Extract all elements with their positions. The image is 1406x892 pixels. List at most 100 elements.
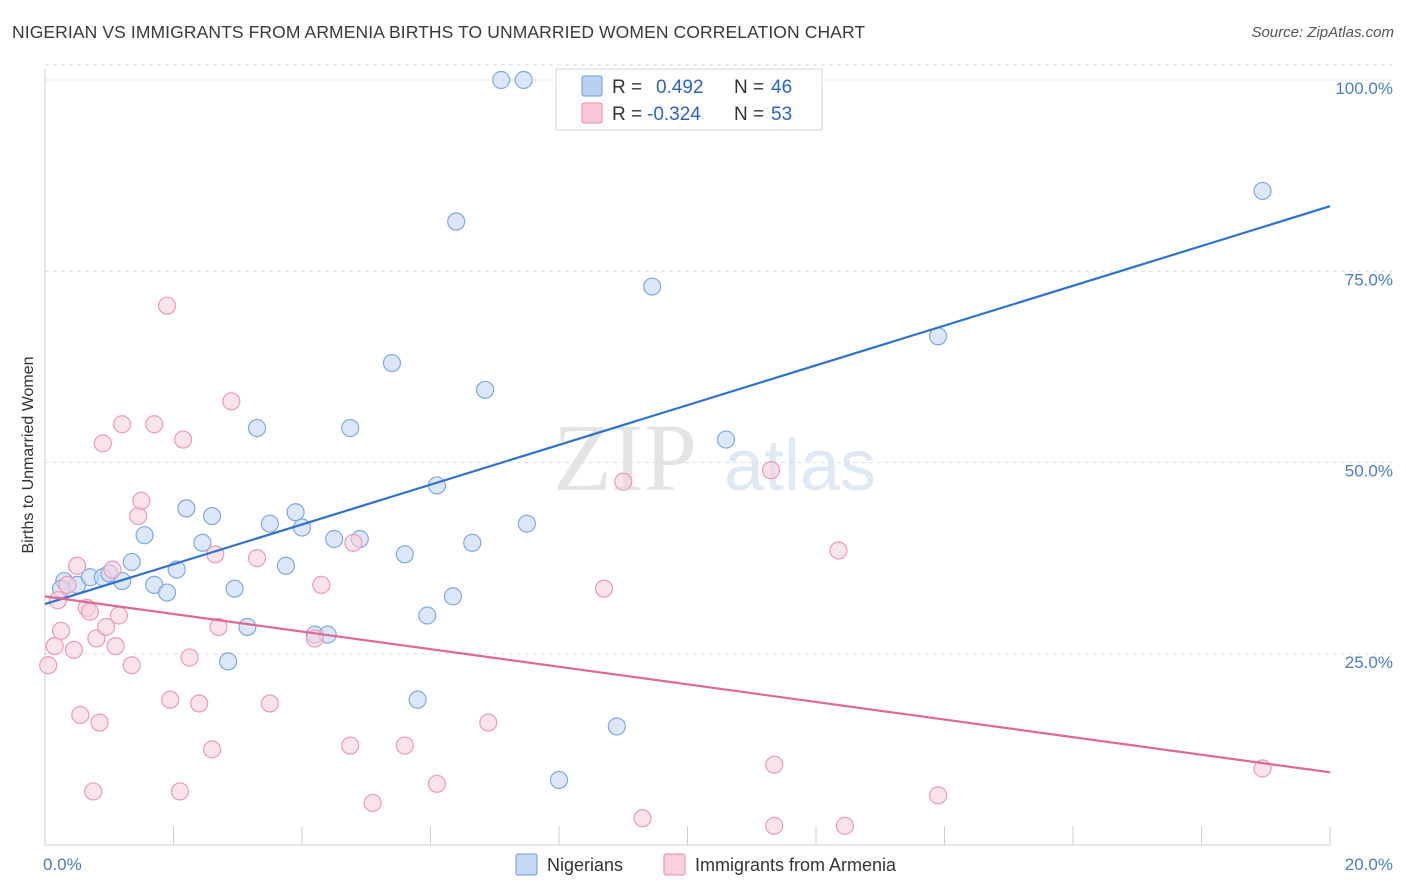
stats-swatch-armenia: [581, 102, 603, 124]
point-s1-17: [109, 606, 128, 625]
y-tick-label-2: 75.0%: [1345, 270, 1393, 289]
point-s1-24: [161, 690, 180, 709]
point-s1-51: [928, 786, 948, 805]
source-label: Source: ZipAtlas.com: [1251, 24, 1394, 41]
axes: [44, 68, 1331, 846]
point-s1-10: [84, 782, 103, 801]
point-s1-4: [58, 575, 77, 595]
stats-box: R = 0.492 N = 46 R = -0.324 N = 53: [555, 68, 823, 131]
point-s0-6: [122, 552, 141, 572]
point-s0-30: [418, 606, 437, 625]
legend-swatch-armenia: [663, 853, 686, 876]
trend-line-0: [44, 205, 1331, 606]
point-s0-34: [463, 533, 482, 552]
point-s0-12: [193, 533, 212, 552]
stats-r-value-0: 0.492: [656, 77, 704, 98]
point-s1-0: [39, 656, 58, 675]
stats-r-label-0: R =: [612, 77, 642, 98]
y-axis-title: Births to Unmarried Women: [20, 356, 37, 553]
point-s0-44: [1253, 181, 1272, 201]
point-s1-23: [157, 296, 177, 315]
legend-swatch-nigerians: [515, 853, 538, 876]
point-s0-20: [286, 503, 305, 522]
point-s1-14: [96, 617, 116, 637]
point-s1-18: [112, 415, 132, 434]
point-s1-48: [765, 755, 784, 774]
point-s1-39: [363, 793, 382, 813]
point-s1-1: [45, 636, 64, 656]
x-tick-label-1: 20.0%: [1345, 855, 1393, 874]
point-s0-15: [225, 579, 244, 598]
point-s0-14: [219, 652, 238, 671]
stats-n-label-0: N =: [734, 77, 764, 98]
stats-n-value-1: 53: [771, 104, 792, 125]
y-tick-label-0: 25.0%: [1345, 653, 1393, 672]
point-s0-25: [341, 418, 360, 438]
y-tick-label-1: 50.0%: [1345, 462, 1393, 481]
point-s1-38: [344, 533, 363, 552]
chart-title: NIGERIAN VS IMMIGRANTS FROM ARMENIA BIRT…: [12, 22, 866, 42]
point-s1-6: [68, 556, 87, 575]
point-s0-18: [260, 514, 279, 533]
point-s1-15: [103, 560, 122, 579]
point-s0-32: [443, 587, 463, 606]
point-s0-39: [549, 770, 569, 790]
legend-label-nigerians: Nigerians: [547, 855, 623, 875]
point-s1-26: [174, 430, 193, 449]
point-s1-41: [427, 774, 447, 793]
point-s1-29: [202, 740, 222, 759]
point-s0-11: [177, 499, 196, 518]
point-s1-44: [614, 472, 633, 491]
point-s1-19: [122, 656, 141, 675]
point-s1-40: [395, 736, 414, 755]
stats-swatch-nigerians: [581, 75, 603, 97]
point-s1-25: [170, 782, 190, 801]
point-s1-34: [260, 694, 279, 713]
point-s0-35: [476, 380, 495, 399]
point-s0-37: [514, 70, 533, 90]
point-s0-28: [395, 545, 414, 564]
point-s0-36: [492, 70, 511, 90]
point-s1-37: [341, 736, 360, 755]
point-s1-33: [247, 549, 267, 568]
point-s1-45: [633, 809, 652, 828]
trend-line-1: [44, 595, 1331, 774]
point-s1-49: [829, 541, 848, 560]
point-s0-13: [202, 506, 222, 526]
point-s1-9: [80, 602, 100, 621]
point-s1-32: [222, 392, 241, 411]
point-s1-42: [479, 713, 498, 732]
point-s1-16: [106, 636, 125, 656]
stats-r-value-1: -0.324: [647, 104, 701, 125]
point-s0-9: [157, 583, 177, 602]
point-s1-47: [765, 816, 784, 835]
watermark-atlas: atlas: [724, 426, 876, 506]
point-s1-7: [71, 705, 90, 725]
stats-n-label-1: N =: [734, 104, 764, 125]
point-s0-41: [643, 277, 662, 296]
x-tick-label-0: 0.0%: [43, 855, 82, 874]
point-s1-22: [145, 415, 164, 434]
point-s0-29: [408, 690, 427, 709]
point-s0-33: [447, 212, 466, 231]
point-s1-13: [93, 434, 112, 453]
point-s0-17: [247, 418, 267, 438]
point-s0-19: [276, 556, 296, 575]
watermark-zip: ZIP: [553, 404, 697, 511]
point-s1-5: [64, 640, 84, 660]
point-s1-12: [90, 713, 109, 732]
point-s0-27: [382, 353, 402, 373]
stats-r-label-1: R =: [612, 104, 642, 125]
legend: Nigerians Immigrants from Armenia: [515, 853, 897, 876]
watermark: ZIP atlas: [553, 404, 876, 511]
point-s1-31: [209, 617, 228, 637]
points-layer: [39, 70, 1272, 835]
point-s1-27: [180, 648, 199, 667]
tick-labels: 25.0% 50.0% 75.0% 100.0% 0.0% 20.0%: [43, 79, 1393, 874]
legend-label-armenia: Immigrants from Armenia: [695, 855, 897, 875]
gridlines: [45, 64, 1392, 655]
point-s1-3: [51, 621, 71, 640]
point-s0-40: [607, 717, 626, 736]
point-s1-20: [129, 506, 148, 526]
